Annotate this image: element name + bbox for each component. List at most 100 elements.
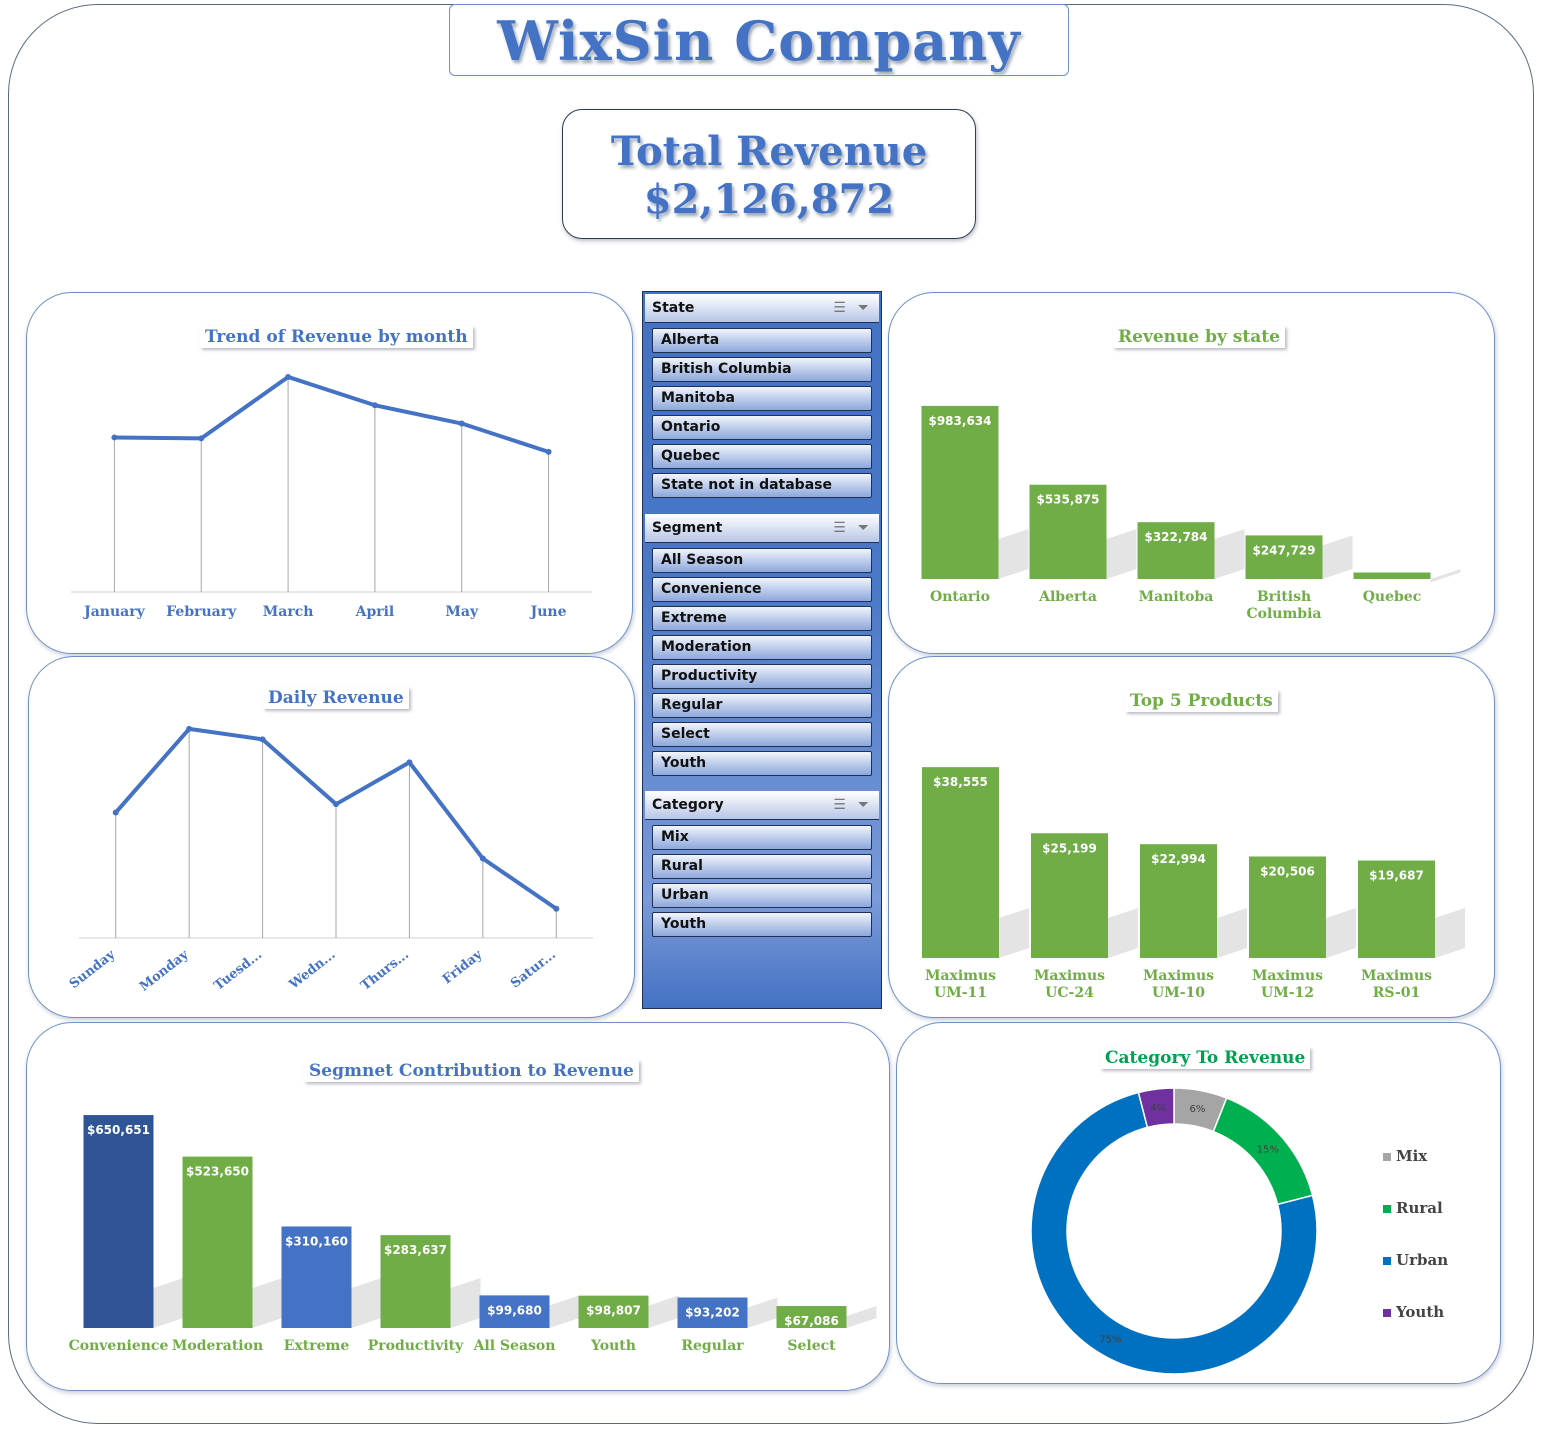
bar-shadow bbox=[648, 1295, 679, 1328]
slicer-item-youth-segment[interactable]: Youth bbox=[652, 751, 872, 776]
slicer-item-mix[interactable]: Mix bbox=[652, 825, 872, 850]
tick-label-tuesd: Tuesd... bbox=[212, 947, 266, 993]
tick-label-maximus-uc-24-1: UC-24 bbox=[1045, 985, 1094, 1001]
total-revenue-label: Total Revenue bbox=[610, 128, 928, 175]
state-revenue-panel: Revenue by state $983,634 Ontario $535,875… bbox=[888, 292, 1495, 654]
slicer-item-manitoba[interactable]: Manitoba bbox=[652, 386, 872, 411]
clear-filter-icon[interactable]: ⏷ bbox=[857, 797, 869, 813]
data-point-sunday bbox=[112, 809, 119, 816]
legend-item-youth: Youth bbox=[1383, 1303, 1448, 1355]
bar-shadow bbox=[351, 1278, 382, 1328]
category-chart-title: Category To Revenue bbox=[1100, 1047, 1311, 1069]
slice-label-mix: 6% bbox=[1189, 1104, 1205, 1115]
tick-label-productivity: Productivity bbox=[368, 1338, 464, 1354]
products-chart-title: Top 5 Products bbox=[1125, 690, 1278, 712]
slicer-item-select[interactable]: Select bbox=[652, 722, 872, 747]
clear-filter-icon[interactable]: ⏷ bbox=[857, 520, 869, 536]
slicer-item-british-columbia[interactable]: British Columbia bbox=[652, 357, 872, 382]
daily-chart-title: Daily Revenue bbox=[263, 687, 409, 709]
bar-quebec bbox=[1353, 572, 1431, 579]
segment-slicer-title: Segment bbox=[652, 520, 723, 536]
data-label-ontario: $983,634 bbox=[928, 414, 991, 428]
bar-maximus-um-10 bbox=[1140, 844, 1217, 958]
data-label-moderation: $523,650 bbox=[186, 1165, 249, 1179]
slice-urban bbox=[1030, 1091, 1318, 1375]
bar-all-season bbox=[479, 1295, 550, 1328]
company-title: WixSin Company bbox=[497, 9, 1021, 73]
segment-revenue-chart: $650,651 Convenience $523,650 Moderation $31… bbox=[69, 1115, 877, 1354]
data-point-january bbox=[111, 434, 118, 441]
bar-moderation bbox=[182, 1156, 253, 1328]
data-point-monday bbox=[186, 725, 193, 732]
segment-slicer-header: Segment ☰ ⏷ bbox=[645, 514, 879, 543]
tick-label-monday: Monday bbox=[137, 947, 192, 995]
data-point-friday bbox=[479, 855, 486, 862]
bar-shadow bbox=[252, 1278, 283, 1328]
state-chart-title: Revenue by state bbox=[1113, 326, 1285, 348]
multi-select-icon[interactable]: ☰ bbox=[833, 797, 846, 813]
bar-shadow bbox=[999, 908, 1029, 958]
legend-item-mix: Mix bbox=[1383, 1147, 1448, 1199]
tick-label-maximus-um-10-0: Maximus bbox=[1143, 968, 1214, 984]
top-products-chart: $38,555MaximusUM-11$25,199MaximusUC-24$2… bbox=[922, 767, 1465, 1001]
bar-shadow bbox=[1435, 908, 1465, 958]
bar-shadow bbox=[747, 1297, 778, 1328]
category-donut-chart: 6% 15% 75% 4% bbox=[1030, 1087, 1318, 1375]
series-line bbox=[114, 374, 550, 454]
slicer-item-quebec[interactable]: Quebec bbox=[652, 444, 872, 469]
bar-shadow bbox=[1322, 535, 1353, 579]
tick-label-all-season: All Season bbox=[473, 1338, 556, 1354]
state-slicer-header: State ☰ ⏷ bbox=[645, 294, 879, 323]
tick-label-moderation: Moderation bbox=[172, 1338, 263, 1354]
legend-item-urban: Urban bbox=[1383, 1251, 1448, 1303]
bar-ontario bbox=[921, 405, 999, 579]
multi-select-icon[interactable]: ☰ bbox=[833, 520, 846, 536]
slicer-item-rural[interactable]: Rural bbox=[652, 854, 872, 879]
data-label-maximus-um-11: $38,555 bbox=[933, 775, 988, 789]
data-point-march bbox=[285, 373, 292, 380]
slice-label-rural: 15% bbox=[1257, 1144, 1279, 1155]
state-slicer-title: State bbox=[652, 300, 695, 316]
data-label-maximus-um-10: $22,994 bbox=[1151, 852, 1206, 866]
legend-swatch-rural bbox=[1383, 1205, 1391, 1213]
tick-label-maximus-um-11-0: Maximus bbox=[925, 968, 996, 984]
bar-maximus-um-12 bbox=[1249, 856, 1326, 958]
slicer-item-regular[interactable]: Regular bbox=[652, 693, 872, 718]
tick-label-sunday: Sunday bbox=[67, 947, 119, 992]
slicer-item-urban[interactable]: Urban bbox=[652, 883, 872, 908]
tick-label-satur: Satur... bbox=[508, 947, 559, 991]
tick-label-maximus-rs-01-0: Maximus bbox=[1361, 968, 1432, 984]
bar-shadow bbox=[1214, 529, 1245, 579]
daily-revenue-chart: Sunday Monday Tuesd... Wedn... Thurs... Frida… bbox=[67, 725, 593, 995]
data-label-manitoba: $322,784 bbox=[1144, 530, 1207, 544]
data-label-extreme: $310,160 bbox=[285, 1234, 348, 1248]
tick-label-alberta: Alberta bbox=[1038, 589, 1097, 605]
multi-select-icon[interactable]: ☰ bbox=[833, 300, 846, 316]
slicer-item-youth-category[interactable]: Youth bbox=[652, 912, 872, 937]
tick-label-maximus-rs-01-1: RS-01 bbox=[1373, 985, 1421, 1001]
category-legend: Mix Rural Urban Youth bbox=[1383, 1147, 1448, 1355]
company-title-box: WixSin Company bbox=[449, 4, 1069, 76]
slicer-item-convenience[interactable]: Convenience bbox=[652, 577, 872, 602]
slicer-item-alberta[interactable]: Alberta bbox=[652, 328, 872, 353]
data-point-tuesd bbox=[259, 736, 266, 743]
daily-revenue-panel: Daily Revenue Sunday Monday Tuesd... Wedn..… bbox=[28, 656, 635, 1018]
bar-manitoba bbox=[1137, 522, 1215, 579]
tick-label-maximus-um-10-1: UM-10 bbox=[1152, 985, 1205, 1001]
slicer-item-state-not-in-database[interactable]: State not in database bbox=[652, 473, 872, 498]
tick-label-extreme: Extreme bbox=[284, 1338, 350, 1354]
clear-filter-icon[interactable]: ⏷ bbox=[857, 300, 869, 316]
slicer-item-all-season[interactable]: All Season bbox=[652, 548, 872, 573]
bar-select bbox=[776, 1306, 847, 1328]
bar-youth bbox=[578, 1295, 649, 1328]
slicer-item-extreme[interactable]: Extreme bbox=[652, 606, 872, 631]
slicer-item-productivity[interactable]: Productivity bbox=[652, 664, 872, 689]
slicer-item-moderation[interactable]: Moderation bbox=[652, 635, 872, 660]
bar-shadow bbox=[450, 1278, 481, 1328]
legend-item-rural: Rural bbox=[1383, 1199, 1448, 1251]
slicer-item-ontario[interactable]: Ontario bbox=[652, 415, 872, 440]
bar-shadow bbox=[549, 1295, 580, 1328]
tick-label-manitoba: Manitoba bbox=[1139, 589, 1214, 605]
state-slicer: State ☰ ⏷ Alberta British Columbia Manitob… bbox=[645, 294, 879, 502]
bar-regular bbox=[677, 1297, 748, 1328]
